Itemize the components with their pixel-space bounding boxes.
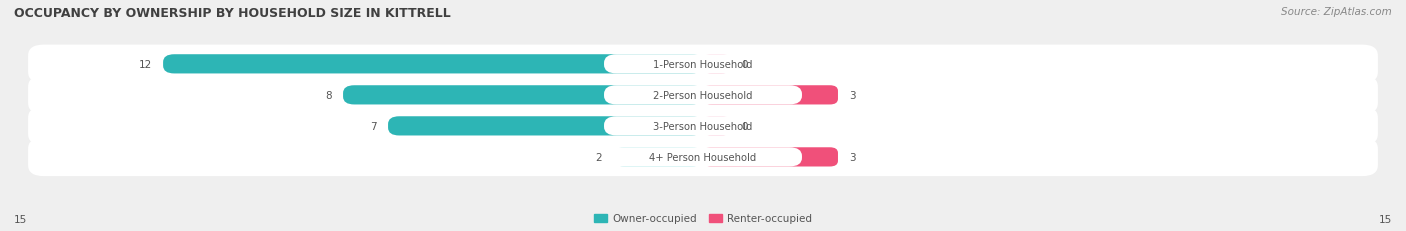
FancyBboxPatch shape xyxy=(28,138,1378,176)
Text: 2: 2 xyxy=(595,152,602,162)
FancyBboxPatch shape xyxy=(343,86,703,105)
Text: 0: 0 xyxy=(741,121,748,131)
Text: Source: ZipAtlas.com: Source: ZipAtlas.com xyxy=(1281,7,1392,17)
Text: 12: 12 xyxy=(139,60,152,70)
Text: 1-Person Household: 1-Person Household xyxy=(654,60,752,70)
Legend: Owner-occupied, Renter-occupied: Owner-occupied, Renter-occupied xyxy=(591,210,815,228)
FancyBboxPatch shape xyxy=(605,55,801,74)
FancyBboxPatch shape xyxy=(703,55,730,74)
FancyBboxPatch shape xyxy=(163,55,703,74)
Text: 3: 3 xyxy=(849,152,856,162)
FancyBboxPatch shape xyxy=(28,107,1378,146)
FancyBboxPatch shape xyxy=(28,46,1378,84)
FancyBboxPatch shape xyxy=(28,76,1378,115)
FancyBboxPatch shape xyxy=(703,86,838,105)
FancyBboxPatch shape xyxy=(613,148,703,167)
Text: 2-Person Household: 2-Person Household xyxy=(654,91,752,100)
Text: 15: 15 xyxy=(1379,214,1392,224)
Text: 3: 3 xyxy=(849,91,856,100)
FancyBboxPatch shape xyxy=(388,117,703,136)
Text: 4+ Person Household: 4+ Person Household xyxy=(650,152,756,162)
Text: OCCUPANCY BY OWNERSHIP BY HOUSEHOLD SIZE IN KITTRELL: OCCUPANCY BY OWNERSHIP BY HOUSEHOLD SIZE… xyxy=(14,7,451,20)
Text: 7: 7 xyxy=(370,121,377,131)
Text: 3-Person Household: 3-Person Household xyxy=(654,121,752,131)
Text: 8: 8 xyxy=(325,91,332,100)
FancyBboxPatch shape xyxy=(605,86,801,105)
FancyBboxPatch shape xyxy=(703,148,838,167)
FancyBboxPatch shape xyxy=(605,117,801,136)
FancyBboxPatch shape xyxy=(605,148,801,167)
Text: 0: 0 xyxy=(741,60,748,70)
FancyBboxPatch shape xyxy=(703,117,730,136)
Text: 15: 15 xyxy=(14,214,27,224)
